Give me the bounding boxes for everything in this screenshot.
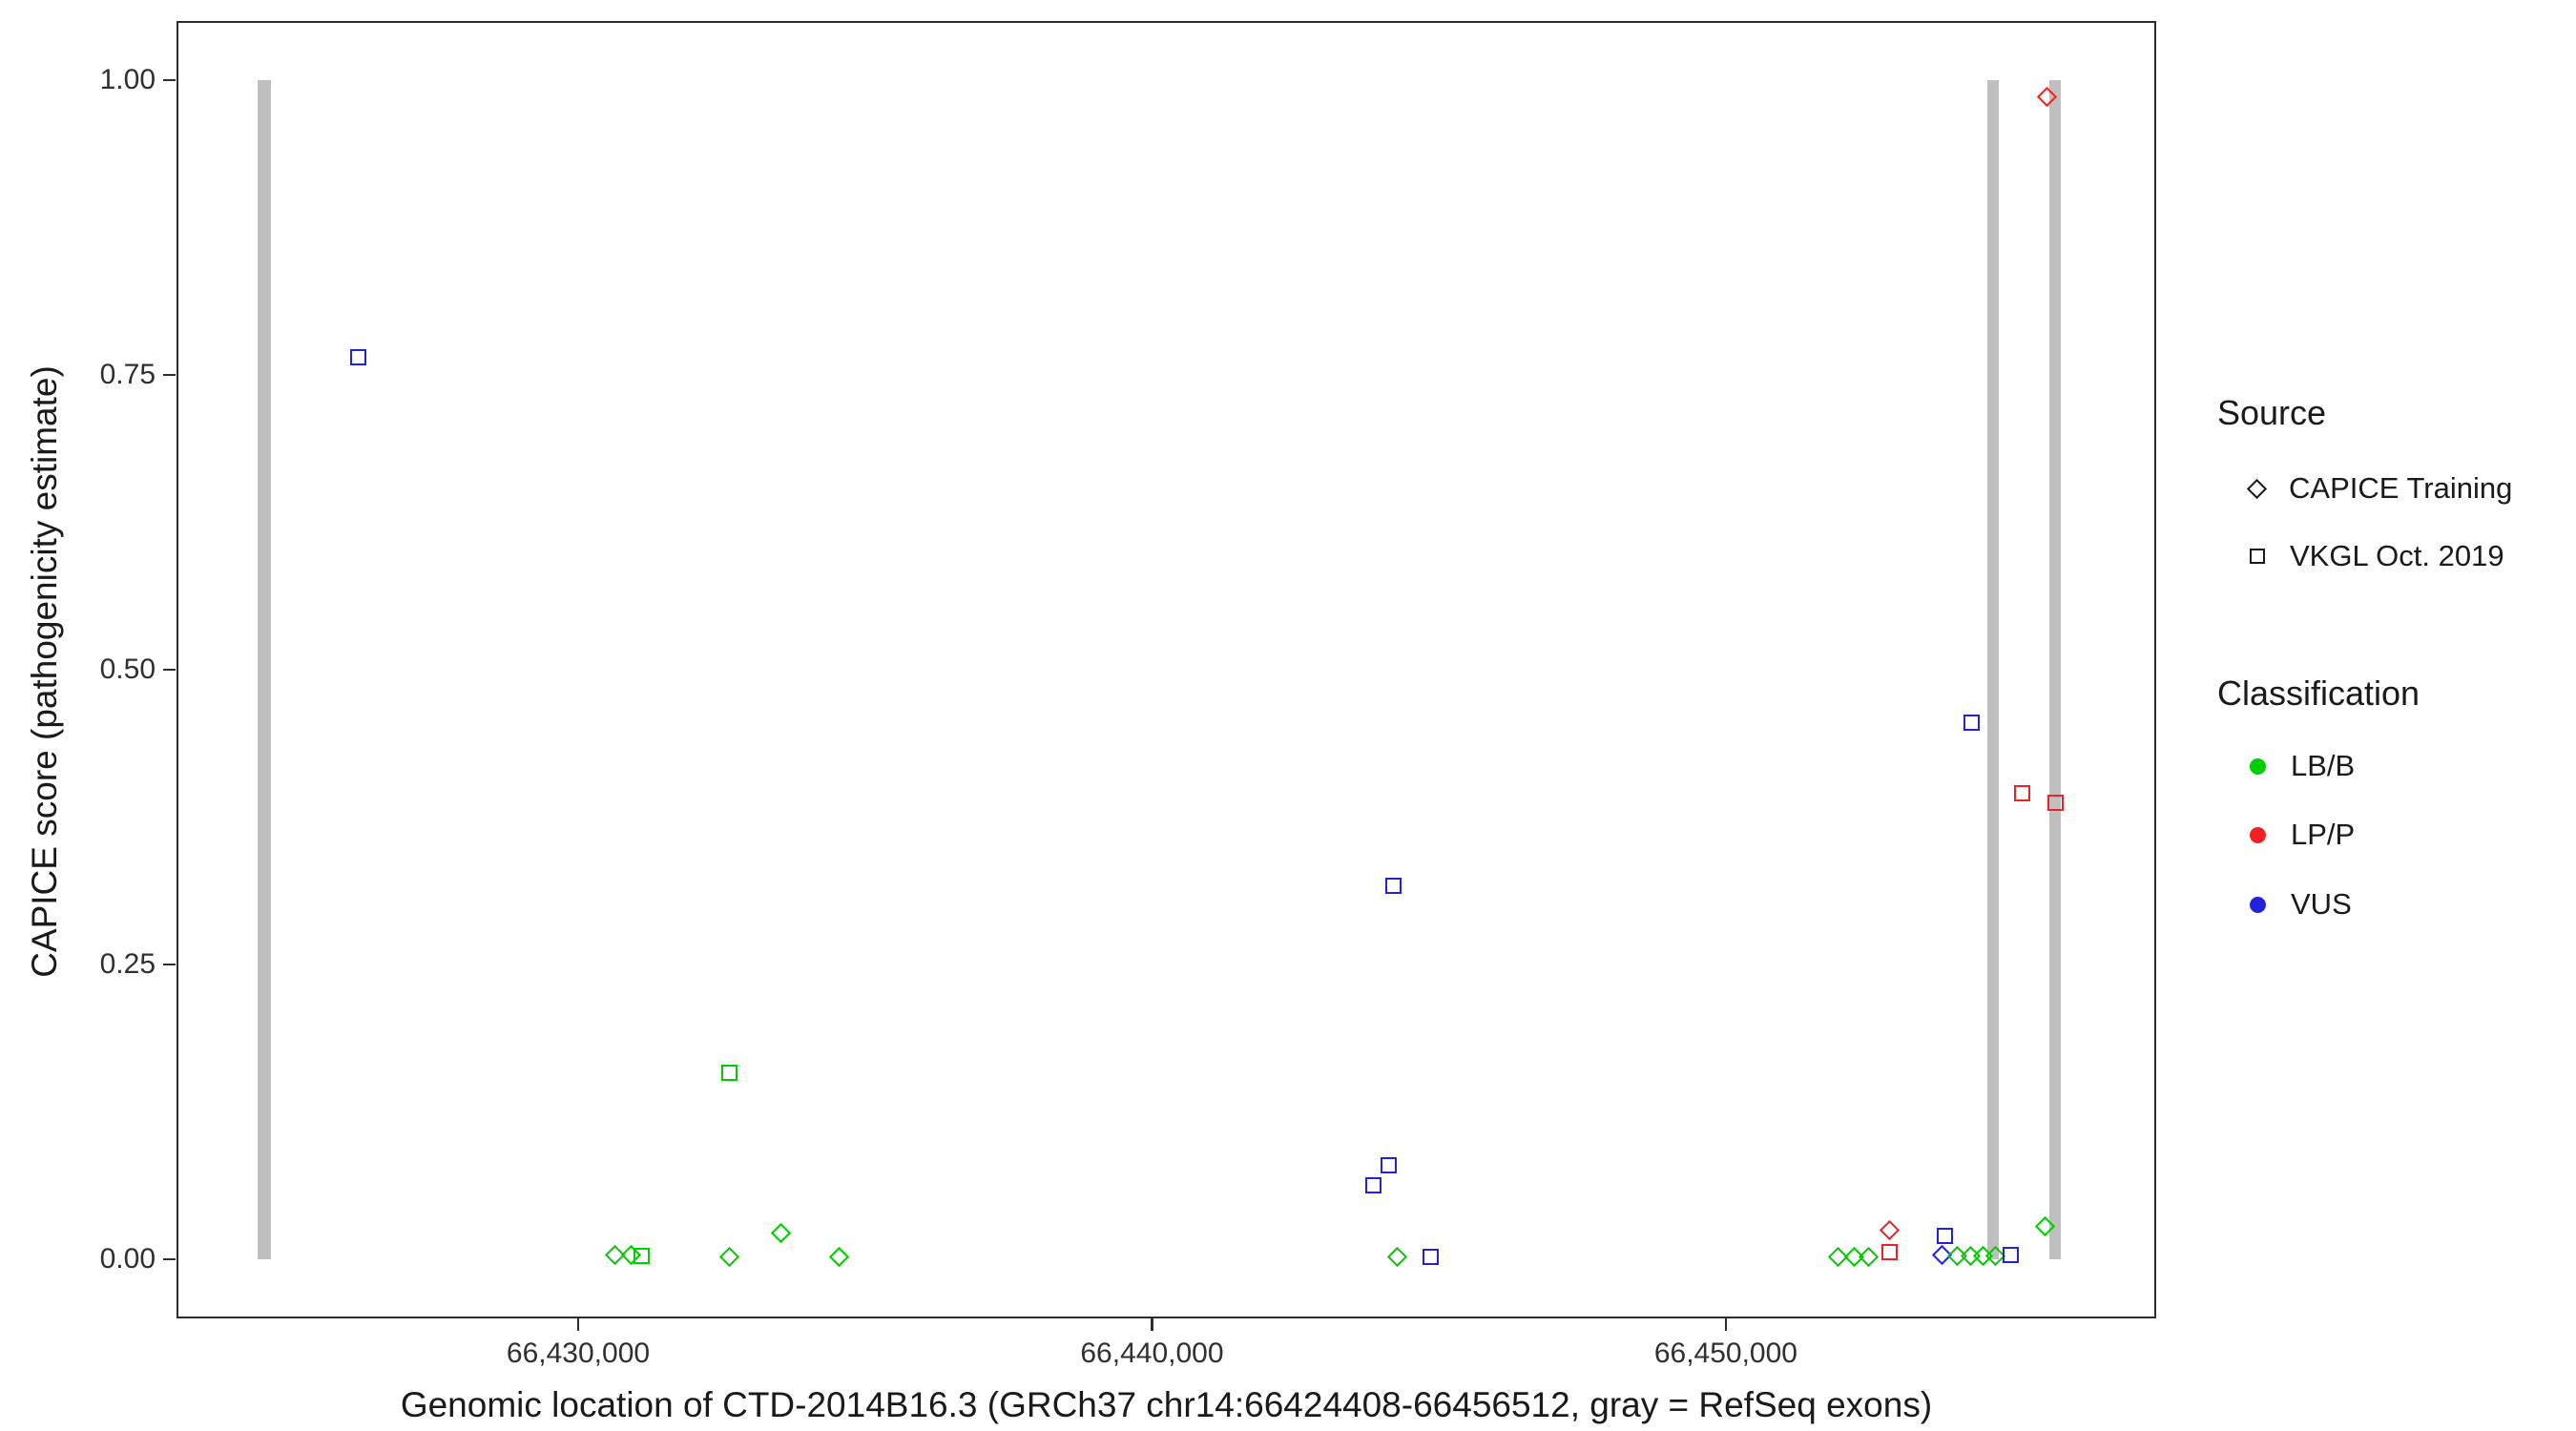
data-point xyxy=(2002,1246,2019,1263)
red-dot-icon xyxy=(2250,826,2266,843)
x-tick-label: 66,430,000 xyxy=(506,1338,651,1369)
data-point xyxy=(1365,1176,1382,1193)
legend-item-label: LB/B xyxy=(2291,749,2356,782)
refseq-exon-bar xyxy=(2049,79,2062,1260)
data-point xyxy=(1385,877,1402,894)
green-dot-icon xyxy=(2250,757,2266,775)
legend: Source CAPICE Training VKGL Oct. 2019 Cl… xyxy=(2204,0,2576,1431)
y-tick-label: 1.00 xyxy=(99,63,156,95)
legend-item-label: VUS xyxy=(2291,887,2352,921)
y-tick-label: 0.50 xyxy=(99,653,156,685)
x-tick-label: 66,450,000 xyxy=(1653,1338,1797,1369)
y-tick-label: 0.75 xyxy=(99,358,156,390)
data-point xyxy=(1963,715,1981,732)
data-point xyxy=(721,1065,738,1082)
legend-source-title: Source xyxy=(2217,393,2327,432)
refseq-exon-bar xyxy=(257,79,272,1260)
blue-dot-icon xyxy=(2250,896,2266,913)
data-point xyxy=(1937,1227,1954,1244)
legend-item-label: CAPICE Training xyxy=(2289,471,2513,505)
data-point xyxy=(1422,1249,1439,1266)
y-tick-label: 0.00 xyxy=(99,1243,156,1275)
data-point xyxy=(1380,1156,1397,1173)
legend-item-lpp: LP/P xyxy=(2250,814,2355,856)
data-point xyxy=(634,1247,651,1264)
y-tick-label: 0.25 xyxy=(99,948,156,981)
x-tick-label: 66,440,000 xyxy=(1080,1338,1224,1369)
legend-item-vkgl: VKGL Oct. 2019 xyxy=(2250,535,2504,577)
data-point xyxy=(1881,1244,1899,1261)
data-point xyxy=(2013,785,2030,802)
legend-item-vus: VUS xyxy=(2250,883,2352,925)
legend-item-lbb: LB/B xyxy=(2250,745,2355,787)
x-tick-mark xyxy=(576,1318,580,1331)
y-tick-mark xyxy=(163,1257,176,1261)
x-tick-mark xyxy=(1151,1318,1153,1331)
legend-item-label: LP/P xyxy=(2291,818,2356,851)
refseq-exon-bar xyxy=(1987,79,2000,1260)
x-axis-title: Genomic location of CTD-2014B16.3 (GRCh3… xyxy=(400,1385,1933,1424)
legend-item-capice-training: CAPICE Training xyxy=(2246,467,2513,509)
y-tick-mark xyxy=(163,373,176,377)
square-key-icon xyxy=(2250,549,2265,564)
legend-item-label: VKGL Oct. 2019 xyxy=(2290,539,2504,572)
x-tick-mark xyxy=(1724,1318,1728,1331)
legend-classification-title: Classification xyxy=(2217,674,2420,713)
plot-panel xyxy=(177,21,2156,1318)
y-tick-mark xyxy=(163,963,176,966)
y-tick-mark xyxy=(163,78,176,82)
data-point xyxy=(2046,795,2064,812)
y-tick-mark xyxy=(163,668,176,672)
diamond-key-icon xyxy=(2246,478,2268,499)
data-point xyxy=(350,348,367,365)
